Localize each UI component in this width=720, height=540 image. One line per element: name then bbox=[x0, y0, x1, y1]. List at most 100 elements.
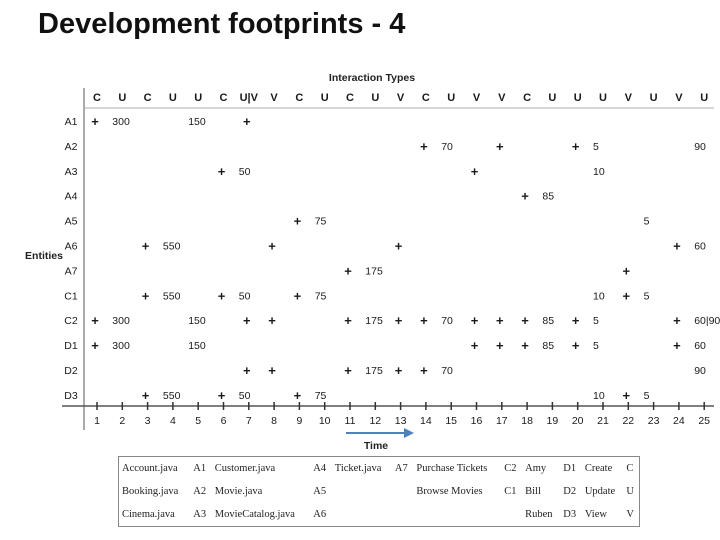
interaction-value: 70 bbox=[441, 365, 453, 377]
interaction-value: 75 bbox=[315, 216, 327, 228]
legend-row: Account.java A1 Customer.java A4 Ticket.java… bbox=[119, 457, 640, 481]
legend-name-cell: Ruben bbox=[525, 509, 553, 520]
legend-code-cell: A2 bbox=[193, 486, 207, 497]
interaction-type-label: U bbox=[194, 92, 202, 104]
legend-code-cell: D2 bbox=[563, 486, 577, 497]
legend-name-cell: Browse Movies bbox=[416, 486, 483, 497]
time-label: 20 bbox=[572, 415, 584, 427]
interaction-type-label: U bbox=[548, 92, 556, 104]
legend-code-cell: D1 bbox=[563, 463, 577, 474]
interaction-type-label: U bbox=[574, 92, 582, 104]
legend-name-cell: Purchase Tickets bbox=[416, 463, 488, 474]
bottom-axis-label: Time bbox=[364, 440, 388, 452]
time-label: 15 bbox=[445, 415, 457, 427]
interaction-marker: + bbox=[142, 388, 150, 403]
interaction-marker: + bbox=[420, 313, 428, 328]
interaction-value: 50 bbox=[239, 390, 251, 402]
interaction-marker: + bbox=[395, 239, 403, 254]
interaction-marker: + bbox=[673, 239, 681, 254]
interaction-type-label: V bbox=[473, 92, 481, 104]
legend-code-cell bbox=[392, 503, 414, 527]
legend-code-cell: C1 bbox=[504, 486, 517, 497]
interaction-marker: + bbox=[521, 313, 529, 328]
interaction-value: 60|90 bbox=[694, 315, 720, 327]
interaction-value: 300 bbox=[112, 340, 130, 352]
legend-code-cell: A3 bbox=[193, 509, 207, 520]
time-label: 4 bbox=[170, 415, 176, 427]
interaction-value: 60 bbox=[694, 340, 706, 352]
interaction-marker: + bbox=[395, 313, 403, 328]
interaction-type-label: C bbox=[93, 92, 101, 104]
interaction-marker: + bbox=[268, 313, 276, 328]
interaction-value: 5 bbox=[593, 315, 599, 327]
interaction-type-label: U bbox=[447, 92, 455, 104]
legend-code-cell: C2 bbox=[504, 463, 517, 474]
interaction-marker: + bbox=[344, 313, 352, 328]
time-arrow-head bbox=[404, 428, 414, 438]
left-axis-label: Entities bbox=[25, 250, 63, 262]
interaction-marker: + bbox=[268, 239, 276, 254]
entity-label: A3 bbox=[65, 166, 78, 178]
interaction-type-label: U bbox=[169, 92, 177, 104]
interaction-value: 5 bbox=[593, 340, 599, 352]
time-label: 1 bbox=[94, 415, 100, 427]
interaction-value: 150 bbox=[188, 340, 206, 352]
interaction-type-label: C bbox=[295, 92, 303, 104]
legend-name-cell: Update bbox=[584, 486, 616, 497]
time-label: 22 bbox=[622, 415, 634, 427]
interaction-marker: + bbox=[572, 313, 580, 328]
entity-label: A2 bbox=[65, 141, 78, 153]
interaction-type-label: U bbox=[321, 92, 329, 104]
time-label: 24 bbox=[673, 415, 685, 427]
interaction-marker: + bbox=[142, 288, 150, 303]
entity-label: D1 bbox=[64, 340, 78, 352]
interaction-marker: + bbox=[623, 288, 631, 303]
legend-code-cell: V bbox=[626, 509, 634, 520]
interaction-marker: + bbox=[572, 139, 580, 154]
interaction-marker: + bbox=[521, 338, 529, 353]
interaction-type-label: U bbox=[650, 92, 658, 104]
legend-name-cell: Create bbox=[584, 463, 613, 474]
interaction-type-label: V bbox=[675, 92, 683, 104]
interaction-type-label: C bbox=[220, 92, 228, 104]
interaction-type-label: C bbox=[523, 92, 531, 104]
interaction-type-label: V bbox=[270, 92, 278, 104]
interaction-type-label: C bbox=[346, 92, 354, 104]
interaction-type-label: U bbox=[371, 92, 379, 104]
entity-label: A4 bbox=[65, 191, 78, 203]
legend-name-cell: Ticket.java bbox=[334, 463, 382, 474]
interaction-type-label: U bbox=[700, 92, 708, 104]
legend-code-cell: A7 bbox=[394, 463, 408, 474]
time-label: 3 bbox=[145, 415, 151, 427]
legend-name-cell: MovieCatalog.java bbox=[214, 509, 295, 520]
interaction-value: 60 bbox=[694, 241, 706, 253]
entity-label: D2 bbox=[64, 365, 78, 377]
time-label: 6 bbox=[221, 415, 227, 427]
entity-label: D3 bbox=[64, 390, 78, 402]
interaction-value: 5 bbox=[593, 141, 599, 153]
interaction-value: 5 bbox=[644, 290, 650, 302]
interaction-marker: + bbox=[294, 214, 302, 229]
interaction-type-label: C bbox=[144, 92, 152, 104]
time-label: 18 bbox=[521, 415, 533, 427]
interaction-type-label: V bbox=[498, 92, 506, 104]
interaction-marker: + bbox=[142, 239, 150, 254]
interaction-value: 10 bbox=[593, 390, 605, 402]
interaction-marker: + bbox=[243, 313, 251, 328]
time-label: 17 bbox=[496, 415, 508, 427]
interaction-value: 175 bbox=[365, 365, 383, 377]
interaction-marker: + bbox=[496, 338, 504, 353]
time-label: 25 bbox=[698, 415, 710, 427]
time-label: 2 bbox=[119, 415, 125, 427]
entity-label: A6 bbox=[65, 241, 78, 253]
legend-name-cell bbox=[413, 503, 501, 527]
interaction-value: 5 bbox=[644, 216, 650, 228]
interaction-value: 550 bbox=[163, 390, 181, 402]
legend-name-cell: Amy bbox=[525, 463, 547, 474]
legend-name-cell: View bbox=[584, 509, 607, 520]
interaction-marker: + bbox=[344, 263, 352, 278]
interaction-value: 75 bbox=[315, 290, 327, 302]
legend-name-cell bbox=[332, 480, 392, 503]
legend-name-cell bbox=[332, 503, 392, 527]
time-label: 16 bbox=[471, 415, 483, 427]
